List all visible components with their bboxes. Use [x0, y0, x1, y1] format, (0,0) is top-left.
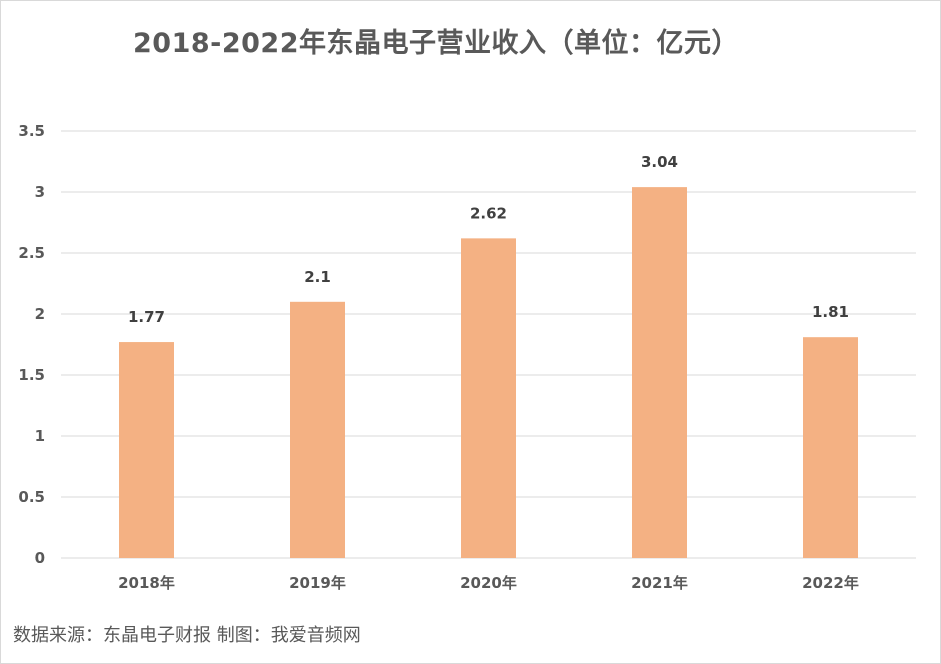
data-label: 3.04 [641, 153, 678, 171]
x-tick-label: 2018年 [118, 574, 175, 592]
y-tick-label: 2.5 [18, 244, 45, 262]
x-tick-label: 2019年 [289, 574, 346, 592]
y-tick-label: 0 [35, 549, 45, 567]
bar [290, 301, 345, 558]
bar [803, 337, 858, 558]
data-label: 1.77 [128, 308, 165, 326]
source-note: 数据来源：东晶电子财报 制图：我爱音频网 [13, 625, 361, 646]
y-tick-label: 1.5 [18, 366, 45, 384]
x-tick-label: 2021年 [631, 574, 688, 592]
y-tick-label: 3.5 [18, 122, 45, 140]
x-tick-label: 2020年 [460, 574, 517, 592]
data-label: 2.62 [470, 204, 507, 222]
data-label: 2.1 [304, 268, 331, 286]
data-label: 1.81 [812, 303, 849, 321]
chart-title: 2018-2022年东晶电子营业收入（单位：亿元） [133, 28, 739, 59]
x-tick-label: 2022年 [802, 574, 859, 592]
y-tick-label: 3 [35, 183, 45, 201]
bar [632, 187, 687, 558]
y-tick-label: 1 [35, 427, 45, 445]
bar [461, 238, 516, 559]
y-tick-label: 0.5 [18, 488, 45, 506]
y-tick-label: 2 [35, 305, 45, 323]
bar [119, 342, 174, 558]
